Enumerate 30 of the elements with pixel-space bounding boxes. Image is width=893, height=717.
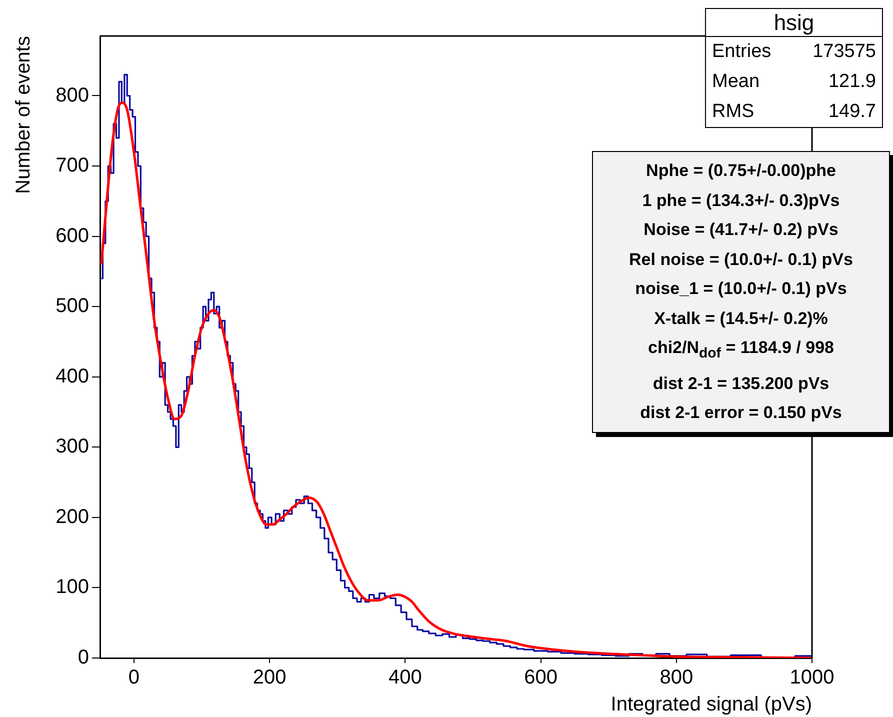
x-tick-label: 800: [660, 666, 694, 689]
y-tick-label: 300: [56, 436, 89, 458]
y-tick-label: 200: [56, 506, 89, 528]
y-axis-title: Number of events: [12, 36, 35, 194]
y-tick-label: 700: [56, 154, 89, 177]
annotation: chi2/N$_{dof}$ = 1184.9 / 998: [646, 337, 835, 364]
x-tick-label: 600: [524, 666, 558, 689]
annotation: Entries: [712, 40, 772, 64]
x-tick-label: 200: [252, 666, 286, 689]
annotation: RMS: [712, 100, 754, 124]
annotation: Nphe = (0.75+/-0.00)phe: [645, 160, 837, 182]
annotation: Noise = (41.7+/- 0.2) pVs: [642, 219, 840, 241]
statistics-box: hsig Entries 173575 Mean 121.9 RMS 149.7: [705, 8, 883, 128]
y-tick-label: 400: [56, 365, 89, 388]
y-tick-label: 0: [78, 646, 89, 669]
annotation: Rel noise = (10.0+/- 0.1) pVs: [628, 248, 854, 270]
annotation: dist 2-1 error = 0.150 pVs: [639, 402, 843, 424]
annotation: Mean: [712, 70, 760, 94]
y-tick-label: 800: [56, 84, 89, 106]
y-tick-label: 500: [56, 295, 89, 318]
x-tick-label: 1000: [790, 666, 834, 689]
x-axis-title: Integrated signal (pVs): [610, 694, 812, 716]
x-tick-label: 0: [128, 666, 140, 689]
annotation: X-talk = (14.5+/- 0.2)%: [653, 308, 829, 330]
annotation: 1 phe = (134.3+/- 0.3)pVs: [641, 190, 841, 212]
x-tick-label: 400: [388, 666, 422, 689]
annotation: noise_1 = (10.0+/- 0.1) pVs: [634, 278, 848, 300]
y-tick-label: 600: [56, 224, 89, 247]
y-tick-label: 100: [56, 576, 89, 598]
annotation: dist 2-1 = 135.200 pVs: [652, 372, 830, 395]
